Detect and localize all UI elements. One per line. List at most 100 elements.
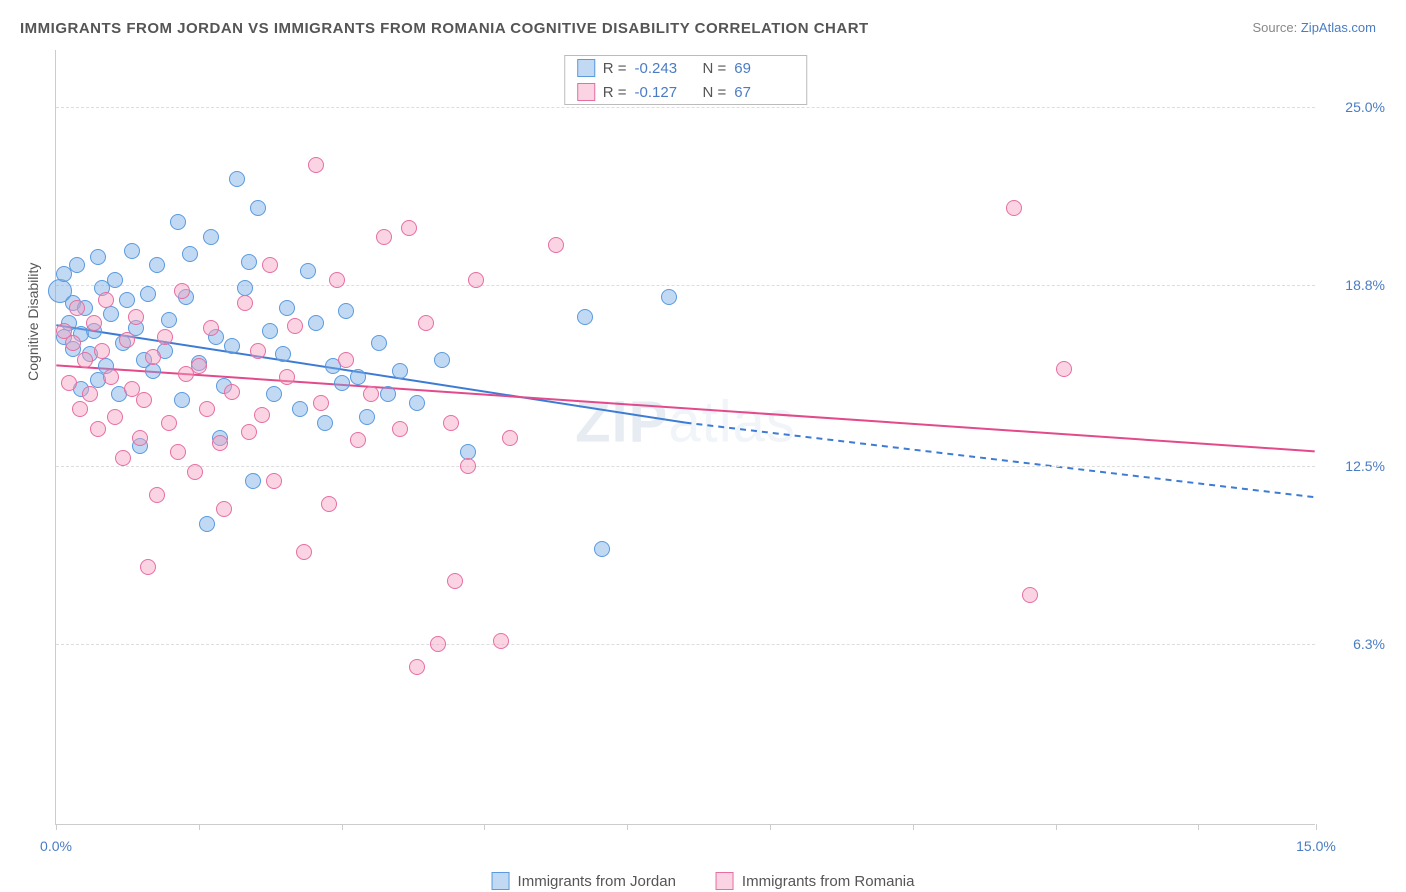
data-point-jordan: [308, 315, 324, 331]
source-link[interactable]: ZipAtlas.com: [1301, 20, 1376, 35]
data-point-jordan: [380, 386, 396, 402]
data-point-romania: [86, 315, 102, 331]
data-point-jordan: [241, 254, 257, 270]
data-point-romania: [61, 375, 77, 391]
data-point-romania: [548, 237, 564, 253]
data-point-romania: [329, 272, 345, 288]
data-point-jordan: [145, 363, 161, 379]
data-point-romania: [308, 157, 324, 173]
data-point-romania: [313, 395, 329, 411]
legend-label-jordan: Immigrants from Jordan: [518, 873, 676, 890]
data-point-jordan: [275, 346, 291, 362]
legend-n-label: N =: [703, 60, 727, 77]
data-point-jordan: [594, 541, 610, 557]
xtick-mark: [1316, 824, 1317, 830]
source-prefix: Source:: [1252, 20, 1300, 35]
data-point-jordan: [409, 395, 425, 411]
data-point-romania: [145, 349, 161, 365]
legend-swatch-romania: [577, 83, 595, 101]
xtick-mark: [1056, 824, 1057, 830]
chart-title: IMMIGRANTS FROM JORDAN VS IMMIGRANTS FRO…: [20, 20, 869, 37]
data-point-romania: [443, 415, 459, 431]
data-point-romania: [401, 220, 417, 236]
data-point-romania: [430, 636, 446, 652]
data-point-romania: [199, 401, 215, 417]
data-point-romania: [1056, 361, 1072, 377]
gridline: [56, 466, 1315, 467]
legend-r-label: R =: [603, 60, 627, 77]
data-point-romania: [119, 332, 135, 348]
xtick-mark: [627, 824, 628, 830]
watermark-strong: ZIP: [575, 389, 668, 454]
data-point-jordan: [350, 369, 366, 385]
xtick-mark: [199, 824, 200, 830]
data-point-romania: [128, 309, 144, 325]
data-point-romania: [107, 409, 123, 425]
data-point-romania: [149, 487, 165, 503]
data-point-romania: [212, 435, 228, 451]
data-point-romania: [447, 573, 463, 589]
data-point-romania: [174, 283, 190, 299]
legend-r-label: R =: [603, 84, 627, 101]
data-point-jordan: [359, 409, 375, 425]
data-point-jordan: [250, 200, 266, 216]
data-point-jordan: [279, 300, 295, 316]
legend-n-value: 69: [734, 60, 794, 77]
watermark-light: atlas: [668, 389, 796, 454]
gridline: [56, 644, 1315, 645]
data-point-romania: [140, 559, 156, 575]
data-point-romania: [203, 320, 219, 336]
data-point-romania: [409, 659, 425, 675]
data-point-romania: [254, 407, 270, 423]
data-point-jordan: [245, 473, 261, 489]
data-point-romania: [418, 315, 434, 331]
data-point-jordan: [334, 375, 350, 391]
data-point-romania: [279, 369, 295, 385]
data-point-jordan: [170, 214, 186, 230]
data-point-jordan: [203, 229, 219, 245]
gridline: [56, 107, 1315, 108]
data-point-romania: [115, 450, 131, 466]
data-point-romania: [90, 421, 106, 437]
data-point-romania: [187, 464, 203, 480]
legend-bottom: Immigrants from Jordan Immigrants from Ro…: [492, 872, 915, 890]
ytick-label: 18.8%: [1325, 277, 1385, 293]
legend-swatch-jordan: [492, 872, 510, 890]
data-point-romania: [98, 292, 114, 308]
data-point-romania: [321, 496, 337, 512]
legend-item-romania: Immigrants from Romania: [716, 872, 915, 890]
data-point-romania: [502, 430, 518, 446]
data-point-romania: [82, 386, 98, 402]
chart-container: IMMIGRANTS FROM JORDAN VS IMMIGRANTS FRO…: [0, 0, 1406, 892]
data-point-jordan: [124, 243, 140, 259]
data-point-romania: [392, 421, 408, 437]
legend-item-jordan: Immigrants from Jordan: [492, 872, 676, 890]
data-point-jordan: [119, 292, 135, 308]
data-point-jordan: [199, 516, 215, 532]
data-point-jordan: [392, 363, 408, 379]
data-point-jordan: [262, 323, 278, 339]
legend-swatch-romania: [716, 872, 734, 890]
xtick-mark: [56, 824, 57, 830]
data-point-jordan: [338, 303, 354, 319]
data-point-romania: [72, 401, 88, 417]
xtick-label: 15.0%: [1296, 838, 1336, 854]
watermark: ZIPatlas: [575, 388, 796, 455]
data-point-romania: [250, 343, 266, 359]
data-point-romania: [237, 295, 253, 311]
data-point-jordan: [174, 392, 190, 408]
xtick-mark: [913, 824, 914, 830]
ytick-label: 12.5%: [1325, 458, 1385, 474]
legend-label-romania: Immigrants from Romania: [742, 873, 915, 890]
data-point-romania: [65, 335, 81, 351]
data-point-romania: [262, 257, 278, 273]
data-point-jordan: [371, 335, 387, 351]
legend-stats-row-jordan: R =-0.243N =69: [565, 56, 807, 80]
y-axis-label: Cognitive Disability: [25, 263, 41, 381]
data-point-jordan: [182, 246, 198, 262]
data-point-romania: [69, 300, 85, 316]
legend-stats-row-romania: R =-0.127N =67: [565, 80, 807, 104]
xtick-mark: [484, 824, 485, 830]
data-point-romania: [363, 386, 379, 402]
legend-r-value: -0.127: [635, 84, 695, 101]
